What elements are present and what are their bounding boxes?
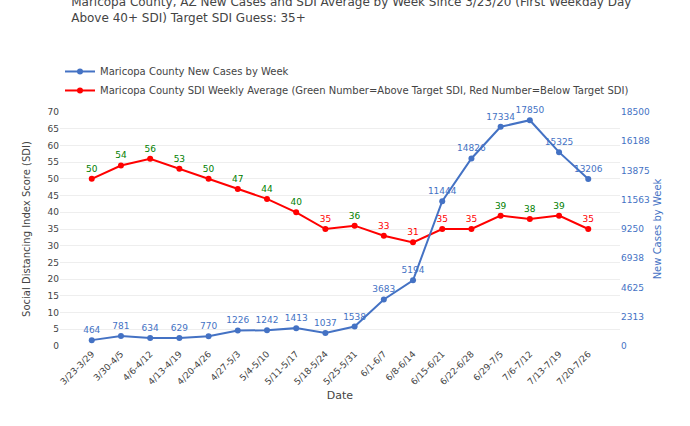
svg-text:60: 60	[48, 141, 60, 151]
svg-text:35: 35	[583, 214, 594, 224]
svg-text:40: 40	[290, 197, 302, 207]
svg-text:5: 5	[53, 324, 59, 334]
svg-text:1242: 1242	[256, 315, 279, 325]
svg-text:47: 47	[232, 174, 243, 184]
svg-text:70: 70	[48, 107, 60, 117]
svg-text:3/30-4/5: 3/30-4/5	[92, 349, 126, 383]
svg-text:11444: 11444	[428, 186, 457, 196]
svg-text:7/13-7/19: 7/13-7/19	[526, 349, 564, 387]
svg-text:11563: 11563	[621, 195, 650, 205]
svg-text:56: 56	[144, 144, 156, 154]
svg-text:464: 464	[83, 325, 100, 335]
svg-text:Maricopa County New Cases by W: Maricopa County New Cases by Week	[100, 66, 289, 77]
svg-text:13206: 13206	[574, 164, 603, 174]
svg-text:5/4-5/10: 5/4-5/10	[238, 349, 272, 383]
svg-text:55: 55	[48, 157, 59, 167]
svg-text:3/23-3/29: 3/23-3/29	[58, 349, 96, 387]
svg-text:18500: 18500	[621, 107, 650, 117]
svg-text:17850: 17850	[516, 105, 545, 115]
svg-text:14826: 14826	[457, 143, 486, 153]
svg-text:New Cases by Week: New Cases by Week	[652, 178, 663, 279]
svg-text:4/20-4/26: 4/20-4/26	[175, 349, 213, 387]
svg-text:54: 54	[115, 150, 127, 160]
svg-text:Social Distancing Index Score: Social Distancing Index Score (SDI)	[21, 141, 32, 317]
svg-text:33: 33	[378, 221, 389, 231]
svg-text:6938: 6938	[621, 253, 644, 263]
svg-text:1226: 1226	[226, 315, 249, 325]
svg-text:Maricopa County, AZ New Cases: Maricopa County, AZ New Cases and SDI Av…	[71, 0, 631, 25]
svg-text:53: 53	[174, 154, 185, 164]
svg-text:16188: 16188	[621, 136, 650, 146]
svg-text:30: 30	[48, 241, 60, 251]
svg-text:634: 634	[142, 323, 159, 333]
svg-text:4625: 4625	[621, 283, 644, 293]
svg-text:50: 50	[86, 164, 98, 174]
svg-text:Maricopa County SDI Weekly Ave: Maricopa County SDI Weekly Average (Gree…	[100, 85, 628, 96]
svg-text:3683: 3683	[372, 284, 395, 294]
svg-text:31: 31	[407, 227, 418, 237]
svg-text:5/11-5/17: 5/11-5/17	[263, 349, 301, 387]
svg-text:5/18-5/24: 5/18-5/24	[292, 349, 330, 387]
svg-text:4/13-4/19: 4/13-4/19	[146, 349, 184, 387]
svg-text:35: 35	[48, 224, 59, 234]
svg-text:6/8-6/14: 6/8-6/14	[384, 349, 418, 383]
svg-text:35: 35	[320, 214, 331, 224]
svg-text:44: 44	[261, 184, 273, 194]
svg-text:7/6-7/12: 7/6-7/12	[501, 349, 535, 383]
svg-text:4/27-5/3: 4/27-5/3	[208, 349, 242, 383]
svg-text:0: 0	[53, 341, 59, 351]
svg-text:38: 38	[524, 204, 536, 214]
svg-text:15: 15	[48, 291, 59, 301]
svg-text:2313: 2313	[621, 312, 644, 322]
svg-text:9250: 9250	[621, 224, 644, 234]
svg-text:20: 20	[48, 274, 60, 284]
svg-text:17334: 17334	[486, 112, 515, 122]
svg-text:50: 50	[203, 164, 215, 174]
svg-text:5/25-5/31: 5/25-5/31	[321, 349, 359, 387]
svg-text:40: 40	[48, 207, 60, 217]
svg-text:6/1-6/7: 6/1-6/7	[359, 349, 389, 379]
svg-text:6/22-6/28: 6/22-6/28	[438, 349, 476, 387]
svg-text:25: 25	[48, 258, 59, 268]
svg-text:39: 39	[553, 201, 565, 211]
svg-text:6/29-7/5: 6/29-7/5	[471, 349, 505, 383]
svg-text:35: 35	[436, 214, 447, 224]
svg-text:50: 50	[48, 174, 60, 184]
svg-text:10: 10	[48, 308, 60, 318]
svg-text:770: 770	[200, 321, 217, 331]
svg-text:13875: 13875	[621, 166, 650, 176]
svg-text:35: 35	[466, 214, 477, 224]
svg-text:1538: 1538	[343, 312, 366, 322]
svg-text:4/6-4/12: 4/6-4/12	[121, 349, 155, 383]
svg-text:781: 781	[112, 321, 129, 331]
svg-text:15325: 15325	[545, 137, 574, 147]
svg-text:629: 629	[171, 323, 188, 333]
svg-text:0: 0	[621, 341, 627, 351]
svg-text:Date: Date	[327, 389, 354, 402]
svg-text:1037: 1037	[314, 318, 337, 328]
svg-text:7/20-7/26: 7/20-7/26	[555, 349, 593, 387]
svg-text:1413: 1413	[285, 313, 308, 323]
svg-text:45: 45	[48, 191, 59, 201]
svg-text:6/15-6/21: 6/15-6/21	[409, 349, 447, 387]
svg-text:39: 39	[495, 201, 507, 211]
svg-text:65: 65	[48, 124, 59, 134]
svg-text:5194: 5194	[402, 265, 425, 275]
svg-text:36: 36	[349, 211, 361, 221]
